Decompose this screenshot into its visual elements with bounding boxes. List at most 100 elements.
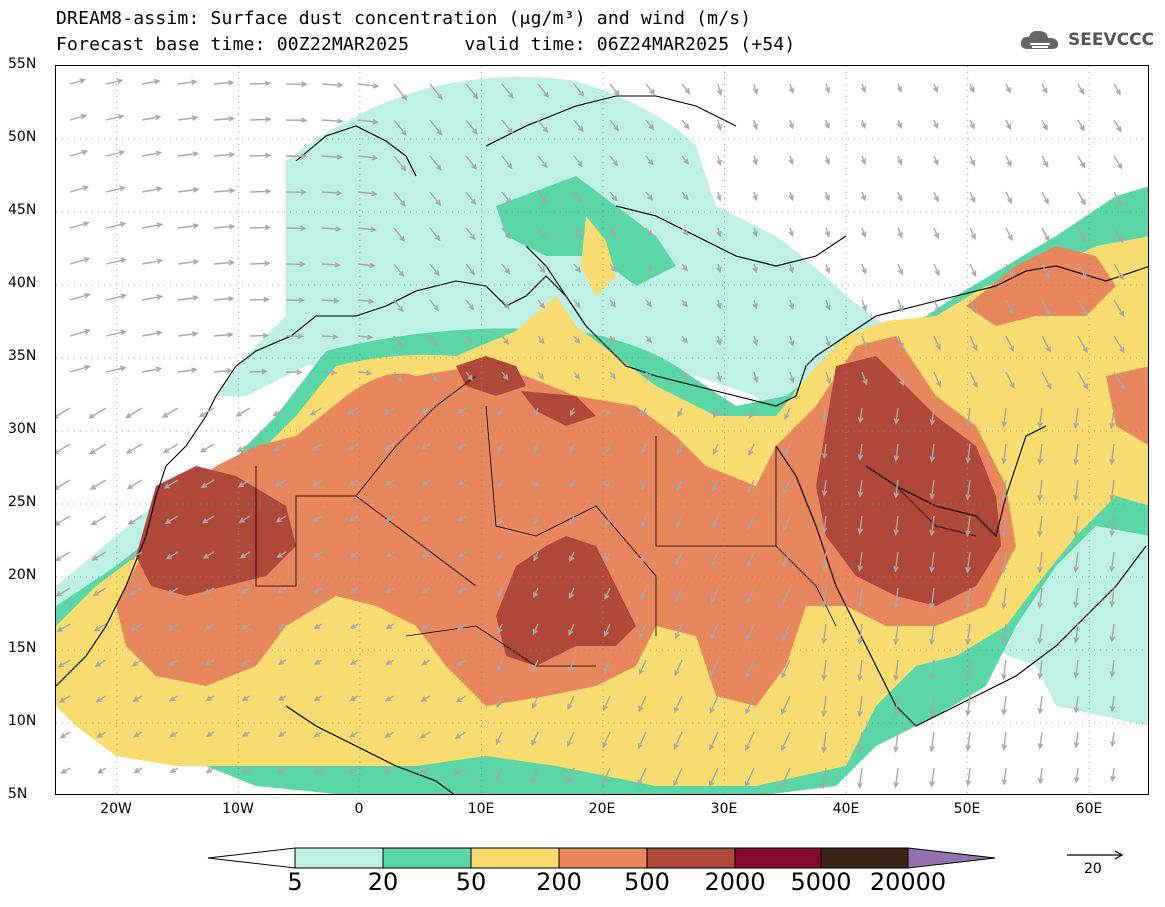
wind-arrow bbox=[1002, 551, 1007, 572]
wind-arrow-head bbox=[603, 630, 609, 638]
wind-arrow-head bbox=[155, 150, 163, 157]
wind-arrow-head bbox=[1073, 530, 1079, 538]
wind-arrow-head bbox=[825, 341, 831, 348]
wind-arrow-head bbox=[1073, 637, 1079, 644]
wind-arrow bbox=[456, 695, 467, 703]
wind-arrow bbox=[533, 587, 539, 598]
wind-arrow bbox=[681, 119, 690, 129]
wind-arrow bbox=[105, 115, 123, 121]
wind-arrow bbox=[1039, 767, 1043, 783]
wind-arrow bbox=[465, 299, 474, 310]
wind-arrow bbox=[204, 587, 215, 595]
wind-arrow bbox=[321, 191, 342, 194]
wind-arrow bbox=[782, 587, 791, 605]
wind-arrow-head bbox=[120, 257, 127, 264]
wind-arrow-head bbox=[203, 588, 210, 595]
wind-arrow bbox=[1003, 731, 1007, 750]
wind-arrow-head bbox=[821, 674, 827, 682]
wind-arrow bbox=[781, 623, 791, 641]
wind-arrow-head bbox=[898, 305, 904, 313]
wind-arrow bbox=[1038, 623, 1043, 643]
wind-arrow-head bbox=[169, 731, 176, 738]
wind-arrow-head bbox=[752, 123, 759, 131]
wind-arrow-head bbox=[276, 588, 284, 594]
wind-arrow-head bbox=[673, 706, 680, 714]
wind-arrow bbox=[969, 371, 978, 388]
wind-arrow-head bbox=[505, 197, 512, 205]
wind-arrow-head bbox=[331, 369, 338, 376]
wind-arrow-head bbox=[969, 123, 975, 130]
wind-arrow-head bbox=[274, 481, 281, 487]
wind-arrow bbox=[933, 299, 940, 313]
wind-arrow bbox=[177, 368, 197, 373]
wind-arrow bbox=[393, 263, 405, 277]
wind-arrow-head bbox=[1008, 345, 1015, 353]
wind-arrow-head bbox=[648, 124, 655, 131]
wind-arrow-head bbox=[682, 229, 689, 236]
wind-arrow-head bbox=[1001, 744, 1008, 751]
wind-arrow-head bbox=[965, 493, 971, 501]
wind-arrow bbox=[1005, 335, 1014, 351]
wind-arrow bbox=[858, 731, 863, 752]
wind-arrow bbox=[966, 731, 971, 751]
wind-arrow bbox=[132, 659, 143, 667]
wind-arrow-head bbox=[530, 776, 536, 784]
wind-arrow-head bbox=[349, 587, 357, 594]
wind-arrow-head bbox=[241, 731, 249, 737]
wind-arrow-head bbox=[746, 597, 752, 605]
wind-arrow-head bbox=[567, 666, 573, 674]
wind-arrow bbox=[164, 479, 179, 489]
wind-arrow-head bbox=[610, 301, 617, 308]
wind-arrow bbox=[141, 116, 160, 121]
wind-arrow-head bbox=[400, 165, 407, 172]
wind-arrow-head bbox=[277, 767, 284, 774]
wind-arrow bbox=[89, 443, 107, 455]
wind-arrow bbox=[169, 659, 179, 666]
wind-arrow bbox=[1041, 119, 1048, 130]
wind-arrow-head bbox=[240, 588, 247, 594]
wind-arrow-head bbox=[965, 457, 971, 464]
wind-arrow-head bbox=[265, 152, 272, 159]
wind-arrow bbox=[748, 443, 755, 455]
wind-arrow-head bbox=[1117, 236, 1124, 244]
wind-arrow-head bbox=[435, 199, 442, 207]
wind-arrow-head bbox=[191, 79, 198, 85]
wind-arrow-head bbox=[1082, 346, 1088, 354]
wind-arrow bbox=[967, 407, 971, 426]
wind-arrow bbox=[393, 335, 403, 347]
wind-arrow-head bbox=[385, 587, 393, 593]
colorbar-label: 500 bbox=[624, 868, 670, 896]
wind-arrow bbox=[357, 335, 373, 339]
wind-arrow-head bbox=[336, 154, 344, 160]
wind-arrow bbox=[177, 80, 197, 85]
wind-arrow-head bbox=[204, 660, 212, 666]
wind-arrow-head bbox=[311, 480, 318, 487]
wind-arrow-head bbox=[782, 524, 788, 532]
wind-arrow bbox=[645, 155, 654, 165]
colorbar-segment bbox=[734, 847, 822, 869]
wind-arrow bbox=[349, 479, 359, 486]
wind-arrow-head bbox=[781, 598, 788, 606]
wind-arrow bbox=[967, 767, 971, 786]
wind-arrow bbox=[1075, 731, 1079, 747]
wind-arrow-head bbox=[1037, 637, 1043, 645]
wind-arrow bbox=[674, 695, 683, 713]
wind-arrow bbox=[236, 407, 251, 417]
wind-arrow-head bbox=[162, 447, 170, 454]
lat-label: 55N bbox=[8, 56, 37, 72]
wind-arrow bbox=[822, 659, 827, 680]
wind-arrow-head bbox=[781, 635, 787, 643]
wind-arrow-head bbox=[1001, 421, 1007, 428]
wind-arrow-head bbox=[507, 127, 514, 135]
wind-arrow bbox=[822, 587, 827, 607]
dust-map bbox=[55, 65, 1149, 795]
wind-arrow bbox=[321, 299, 339, 302]
wind-arrow-head bbox=[566, 740, 572, 748]
wind-arrow-head bbox=[1118, 273, 1124, 281]
wind-vectors bbox=[56, 78, 1125, 790]
wind-arrow-head bbox=[419, 732, 426, 739]
wind-arrow-head bbox=[127, 519, 135, 525]
wind-arrow-head bbox=[821, 490, 828, 497]
wind-arrow bbox=[823, 407, 827, 421]
wind-arrow bbox=[712, 479, 719, 491]
